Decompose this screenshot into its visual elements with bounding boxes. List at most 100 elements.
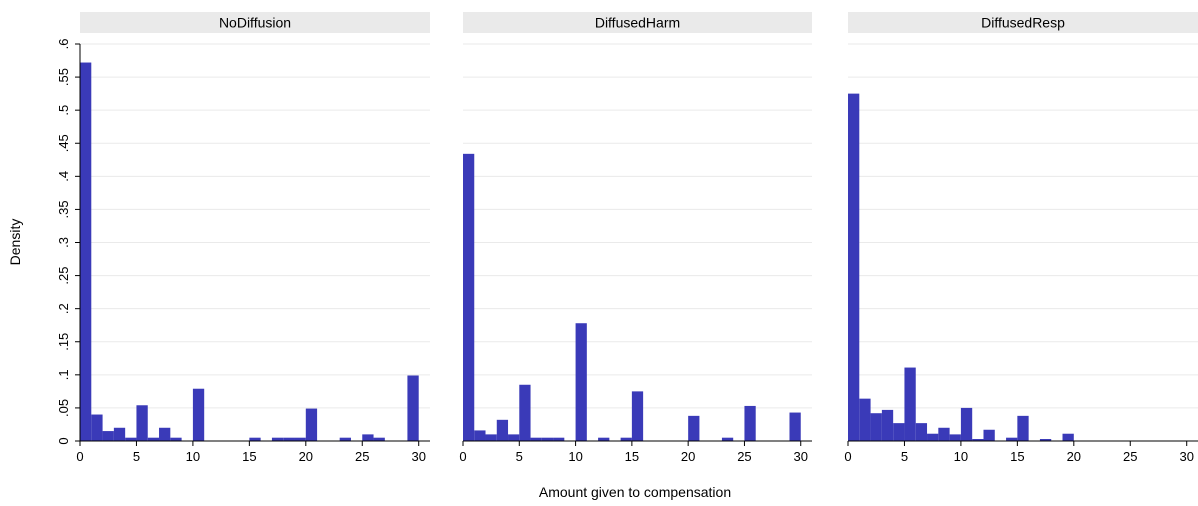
panel-DiffusedHarm: DiffusedHarm 0 5 10 15 20 25 30: [459, 12, 812, 464]
x-tick-label: 25: [1123, 449, 1137, 464]
x-tick-label: 20: [1067, 449, 1081, 464]
x-axis-title: Amount given to compensation: [539, 484, 731, 500]
histogram-bar: [159, 427, 171, 441]
x-tick-label: 30: [794, 449, 808, 464]
histogram-bar: [575, 323, 587, 441]
panels: NoDiffusion 0 5 10 15 20 25 30 0 .05 .1 .15 .2 .25 .3.…: [56, 12, 1198, 464]
histogram-bar: [192, 388, 205, 441]
histogram-bar: [1062, 433, 1074, 441]
x-tick-label: 25: [355, 449, 369, 464]
x-tick-label: 10: [954, 449, 968, 464]
panel-title: DiffusedHarm: [595, 15, 680, 31]
x-tick-label: 30: [411, 449, 425, 464]
histogram-bar: [1039, 439, 1052, 441]
histogram-bar: [91, 414, 103, 441]
x-tick-label: 0: [76, 449, 83, 464]
histogram-bar: [1006, 437, 1018, 441]
x-tick-label: 5: [901, 449, 908, 464]
panel-title: NoDiffusion: [219, 15, 291, 31]
histogram-bar: [362, 434, 374, 441]
histogram-bar: [508, 434, 520, 441]
y-tick-label: 0: [56, 437, 71, 444]
y-tick-label: .2: [56, 303, 71, 314]
x-tick-label: 20: [299, 449, 313, 464]
histogram-bar: [305, 408, 318, 441]
y-tick-label: .5: [56, 105, 71, 116]
histogram-bar: [859, 398, 871, 441]
panel-strip: [848, 12, 1198, 33]
y-tick-label: .35: [56, 200, 71, 218]
histogram-bar: [485, 434, 497, 441]
histogram-bar: [407, 375, 419, 441]
histogram-bar: [125, 437, 137, 441]
histogram-bar: [744, 405, 756, 441]
histogram-bar: [598, 437, 610, 441]
histogram-bar: [927, 433, 939, 441]
x-tick-label: 30: [1179, 449, 1193, 464]
x-tick-label: 10: [568, 449, 582, 464]
histogram-bar: [283, 437, 295, 441]
histogram-bar: [496, 419, 509, 441]
panel-DiffusedResp: DiffusedResp 0 5 10 15 20 25 30: [844, 12, 1198, 464]
histogram-bar: [463, 153, 475, 441]
panel-NoDiffusion: NoDiffusion 0 5 10 15 20 25 30 0 .05 .1 .15 .2 .25 .3.…: [56, 12, 430, 464]
x-tick-label: 15: [242, 449, 256, 464]
y-tick-label: .55: [56, 68, 71, 86]
y-axis-title: Density: [7, 219, 23, 266]
histogram-bar: [136, 405, 148, 441]
histogram-bar: [620, 437, 632, 441]
panel-title: DiffusedResp: [981, 15, 1065, 31]
histogram-bar: [530, 437, 542, 441]
histogram-bar: [789, 412, 801, 441]
x-tick-label: 5: [133, 449, 140, 464]
x-tick-label: 0: [844, 449, 851, 464]
histogram-bar: [294, 437, 306, 441]
y-tick-label: .1: [56, 369, 71, 380]
y-tick-label: .45: [56, 134, 71, 152]
y-tick-label: .05: [56, 399, 71, 417]
histogram-bar: [881, 409, 894, 441]
histogram-bar: [983, 429, 995, 441]
x-tick-label: 15: [1010, 449, 1024, 464]
histogram-bar: [915, 423, 928, 441]
histogram-bar: [249, 437, 261, 441]
y-tick-label: .4: [56, 171, 71, 182]
histogram-bar: [102, 431, 114, 441]
y-tick-label: .15: [56, 333, 71, 351]
histogram-bar: [474, 430, 486, 441]
x-tick-label: 0: [459, 449, 466, 464]
histogram-bar: [893, 423, 905, 441]
x-tick-label: 10: [186, 449, 200, 464]
histogram-bar: [553, 437, 565, 441]
histogram-bar: [688, 415, 700, 441]
panel-strip: [80, 12, 430, 33]
histogram-bar: [949, 434, 961, 441]
x-tick-label: 5: [516, 449, 523, 464]
histogram-bar: [960, 407, 973, 441]
histogram-bar: [339, 437, 351, 441]
histogram-bar: [113, 427, 126, 441]
histogram-bar: [631, 391, 644, 441]
histogram-bar: [721, 437, 734, 441]
y-tick-label: .3: [56, 237, 71, 248]
x-tick-label: 20: [681, 449, 695, 464]
histogram-bar: [80, 62, 92, 441]
histogram-bar: [870, 413, 882, 441]
panel-strip: [463, 12, 812, 33]
histogram-bar: [1017, 415, 1029, 441]
histogram-bar: [170, 437, 182, 441]
y-tick-label: .25: [56, 267, 71, 285]
x-tick-label: 15: [625, 449, 639, 464]
histogram-bar: [271, 437, 284, 441]
y-tick-label: .6: [56, 39, 71, 50]
histogram-bar: [938, 427, 950, 441]
histogram-bar: [519, 384, 531, 441]
histogram-bar: [904, 367, 916, 441]
x-tick-label: 25: [737, 449, 751, 464]
histogram-bar: [541, 437, 554, 441]
histogram-bar: [848, 93, 860, 441]
histogram-bar: [373, 437, 385, 441]
histogram-bar: [147, 437, 160, 441]
histogram-bar: [972, 439, 984, 441]
